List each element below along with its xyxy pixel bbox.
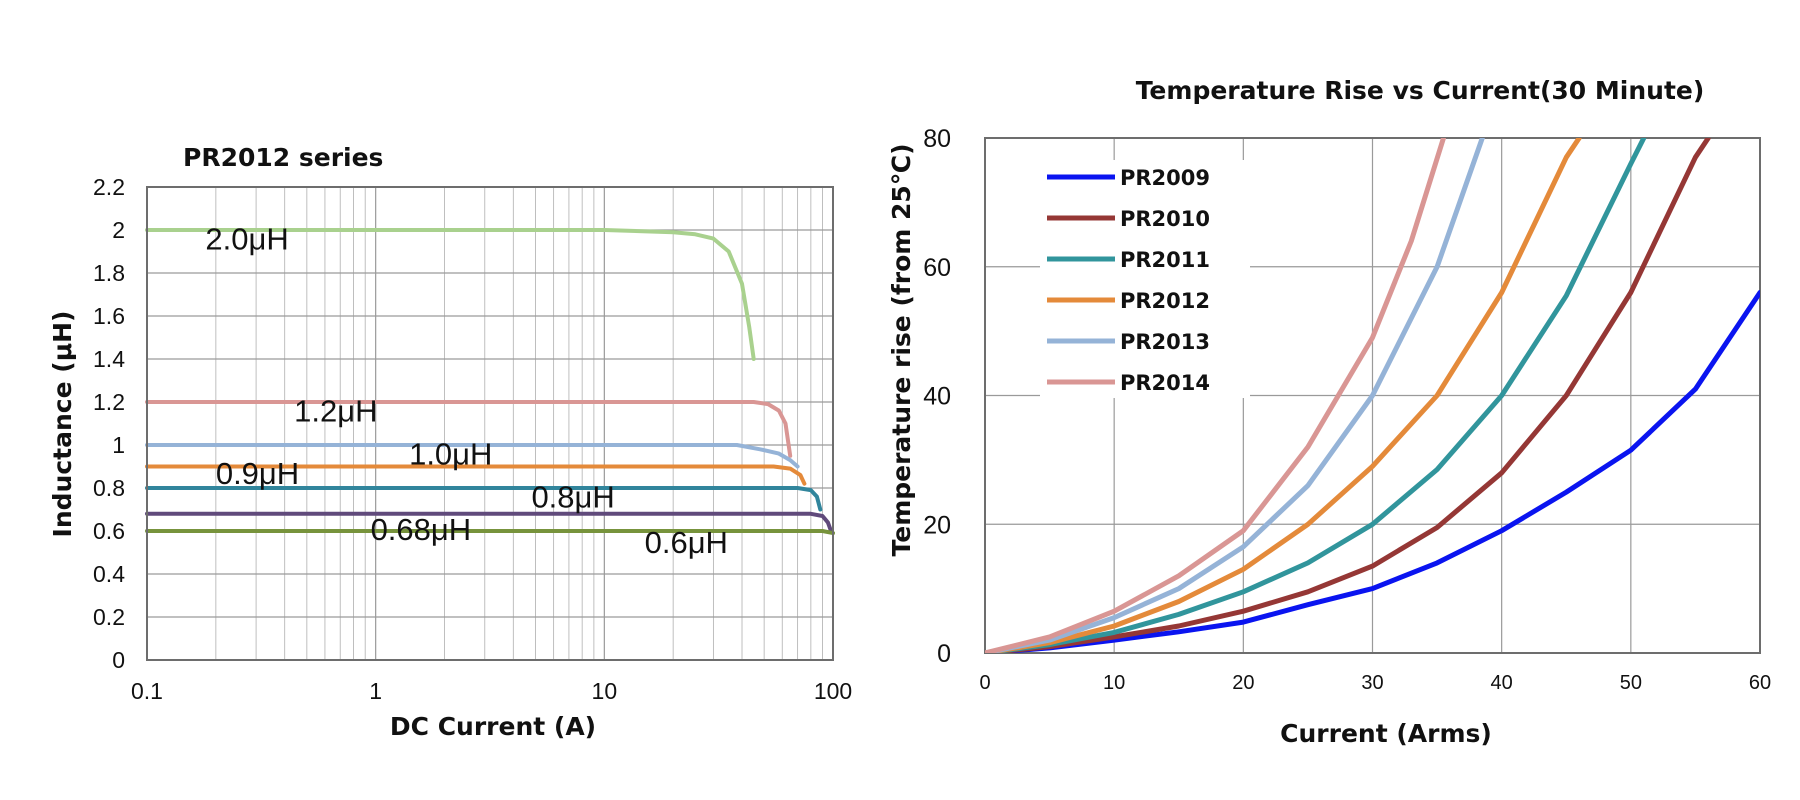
inductance-x-tick-label: 0.1	[131, 678, 163, 704]
inductance-chart-title: PR2012 series	[183, 143, 383, 172]
temperature-rise-chart: 0 20 40 60 80 0 10 20 30 40 50 60 PR2009 PR2010 PR201…	[887, 76, 1771, 748]
legend-label-pr2014: PR2014	[1120, 371, 1210, 395]
inductance-y-tick-label: 1	[112, 432, 125, 458]
legend-background	[1040, 160, 1250, 398]
inductance-y-tick-label: 1.6	[93, 303, 125, 329]
inductance-series-0-8-h	[145, 486, 823, 512]
legend-label-pr2012: PR2012	[1120, 289, 1210, 313]
inductance-series-2-0-h	[145, 228, 756, 361]
inductance-chart: 00.20.40.60.811.21.41.61.822.20.1 1 10 100 …	[48, 143, 852, 741]
inductance-y-tick-label: 0.6	[93, 518, 125, 544]
curve-label-2-0-h: 2.0μH	[205, 222, 288, 257]
inductance-series-1-0-h	[145, 443, 800, 469]
temperature-x-tick-label: 40	[1491, 672, 1513, 694]
inductance-curve-labels: 2.0μH 1.2μH 1.0μH 0.9μH 0.8μH 0.68μH 0.6μH	[205, 222, 728, 560]
inductance-series-0-6-h	[145, 529, 835, 536]
legend-label-pr2011: PR2011	[1120, 248, 1210, 272]
temperature-x-tick-label: 60	[1749, 672, 1771, 694]
temperature-y-tick-label: 0	[937, 640, 951, 668]
inductance-tick-labels: 0 0.2 0.4 0.6 0.8 1 1.2 1.4 1.6 1.8 2 2.2 0.1 1 10 100	[93, 174, 852, 704]
inductance-x-axis-title: DC Current (A)	[390, 712, 596, 741]
temperature-x-tick-label: 10	[1103, 672, 1125, 694]
inductance-x-tick-label: 100	[814, 678, 852, 704]
inductance-x-tick-label: 10	[592, 678, 618, 704]
curve-label-0-8-h: 0.8μH	[531, 480, 614, 515]
temperature-x-tick-label: 0	[979, 672, 990, 694]
temperature-y-tick-label: 80	[923, 125, 951, 153]
temperature-x-axis-title: Current (Arms)	[1280, 719, 1492, 748]
inductance-y-tick-label: 0.4	[93, 561, 125, 587]
inductance-y-tick-label: 0	[112, 647, 125, 673]
temperature-tick-labels: 0 20 40 60 80 0 10 20 30 40 50 60	[923, 125, 1771, 694]
temperature-curves	[985, 138, 1760, 653]
inductance-y-tick-label: 1.4	[93, 346, 125, 372]
inductance-y-tick-label: 2.2	[93, 174, 125, 200]
temperature-series-pr2011	[985, 138, 1647, 653]
temperature-series-pr2012	[985, 138, 1582, 653]
inductance-plot-frame	[146, 186, 834, 661]
curve-label-0-9-h: 0.9μH	[216, 456, 299, 491]
inductance-x-tick-label: 1	[369, 678, 382, 704]
inductance-y-tick-label: 2	[112, 217, 125, 243]
inductance-y-tick-label: 0.8	[93, 475, 125, 501]
inductance-curves	[145, 228, 835, 536]
legend-label-pr2010: PR2010	[1120, 207, 1210, 231]
temperature-series-pr2010	[985, 138, 1711, 653]
temperature-y-tick-label: 60	[923, 254, 951, 282]
inductance-y-tick-label: 1.8	[93, 260, 125, 286]
inductance-series-1-2-h	[145, 400, 793, 458]
inductance-y-tick-label: 1.2	[93, 389, 125, 415]
temperature-x-tick-label: 50	[1620, 672, 1642, 694]
inductance-series-0-9-h	[145, 464, 807, 486]
inductance-y-axis-title: Inductance (μH)	[48, 311, 77, 538]
curve-label-0-68-h: 0.68μH	[371, 512, 472, 547]
temperature-y-tick-label: 20	[923, 511, 951, 539]
temperature-series-pr2014	[985, 138, 1446, 653]
inductance-series-0-68-h	[145, 511, 833, 533]
curve-label-0-6-h: 0.6μH	[645, 525, 728, 560]
inductance-y-tick-label: 0.2	[93, 604, 125, 630]
temperature-x-tick-label: 30	[1361, 672, 1383, 694]
curve-label-1-0-h: 1.0μH	[409, 437, 492, 472]
temperature-y-tick-label: 40	[923, 383, 951, 411]
temperature-plot-frame	[984, 137, 1761, 654]
legend-label-pr2009: PR2009	[1120, 166, 1210, 190]
temperature-chart-title: Temperature Rise vs Current(30 Minute)	[1136, 76, 1705, 105]
curve-label-1-2-h: 1.2μH	[294, 394, 377, 429]
temperature-legend: PR2009 PR2010 PR2011 PR2012 PR2013 PR2014	[1040, 160, 1250, 398]
temperature-series-pr2009	[985, 290, 1760, 653]
temperature-series-pr2013	[985, 138, 1485, 653]
temperature-x-tick-label: 20	[1232, 672, 1254, 694]
legend-label-pr2013: PR2013	[1120, 330, 1210, 354]
temperature-y-axis-title: Temperature rise (from 25℃)	[887, 143, 916, 556]
